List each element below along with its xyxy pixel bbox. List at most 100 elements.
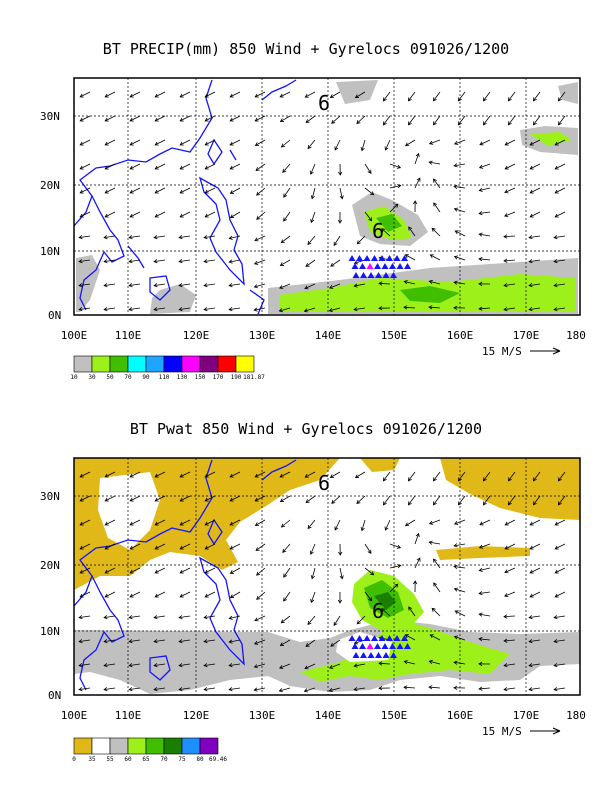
- wind-arrow-head: [153, 283, 158, 288]
- wind-arrow: [304, 687, 316, 692]
- wind-arrow-head: [503, 614, 508, 619]
- wind-arrow: [430, 254, 441, 261]
- wind-arrow: [104, 519, 116, 526]
- wind-arrow-head: [203, 235, 208, 240]
- wind-arrow: [179, 211, 191, 218]
- wind-arrow: [79, 139, 91, 146]
- wind-arrow-head: [103, 639, 108, 644]
- wind-arrow: [179, 259, 191, 263]
- pwat-area-white: [98, 472, 160, 550]
- wind-arrow-head: [104, 213, 109, 218]
- wind-arrow: [281, 139, 291, 148]
- wind-arrow-head: [179, 165, 184, 170]
- wind-arrow-head: [554, 165, 559, 170]
- wind-arrow-head: [229, 93, 234, 98]
- lon-label: 150E: [381, 709, 408, 722]
- legend-label: 80: [196, 756, 204, 763]
- wind-arrow: [129, 591, 141, 598]
- wind-arrow: [329, 283, 341, 289]
- wind-arrow-head: [129, 497, 134, 502]
- wind-arrow-head: [79, 593, 84, 598]
- wind-arrow: [403, 306, 416, 309]
- wind-arrow: [154, 115, 166, 122]
- wind-arrow-head: [78, 639, 83, 644]
- wind-arrow: [229, 663, 241, 667]
- wind-arrow-head: [453, 280, 458, 285]
- lon-label: 130E: [249, 709, 276, 722]
- wind-arrow: [79, 687, 91, 691]
- wind-arrow-head: [554, 213, 559, 218]
- wind-arrow-head: [503, 258, 508, 263]
- wind-arrow: [104, 91, 116, 98]
- wind-arrow: [154, 567, 166, 574]
- wind-arrow-head: [479, 521, 484, 526]
- wind-arrow-head: [279, 498, 285, 502]
- legend-swatch: [73, 355, 93, 373]
- wind-arrow-head: [154, 189, 159, 194]
- wind-arrow: [129, 235, 141, 239]
- wind-arrow: [331, 495, 341, 504]
- wind-arrow: [429, 139, 441, 145]
- wind-arrow-head: [154, 545, 159, 550]
- wind-arrow: [504, 663, 516, 666]
- wind-arrow: [454, 281, 466, 285]
- wind-arrow: [508, 471, 516, 482]
- wind-arrow: [454, 186, 466, 189]
- wind-arrow: [310, 543, 316, 555]
- wind-arrow-head: [178, 615, 183, 620]
- wind-arrow-head: [79, 569, 84, 574]
- wind-arrow-head: [179, 545, 184, 550]
- wind-arrow-head: [367, 169, 372, 174]
- wind-arrow: [554, 307, 566, 311]
- wind-arrow-head: [329, 285, 334, 289]
- wind-arrow-head: [407, 121, 412, 126]
- gyreloc-triangle: [374, 263, 381, 269]
- wind-arrow-head: [408, 606, 413, 611]
- pwat-color-legend: 0 35 55 60 65 70 75 80 69.46: [72, 737, 227, 763]
- wind-arrow-head: [478, 686, 483, 691]
- wind-arrow-head: [154, 473, 159, 478]
- wind-arrow: [503, 615, 516, 618]
- wind-vector-field: [78, 91, 566, 313]
- wind-arrow: [79, 187, 91, 194]
- wind-arrow-head: [553, 687, 558, 692]
- wind-arrow: [283, 187, 291, 198]
- wind-arrow-head: [378, 686, 383, 691]
- gyreloc-triangle: [386, 635, 393, 641]
- wind-arrow: [129, 139, 141, 146]
- wind-arrow: [479, 258, 491, 261]
- wind-arrow-head: [433, 202, 438, 207]
- wind-arrow-head: [557, 121, 562, 126]
- wind-arrow: [403, 686, 416, 689]
- wind-arrow: [383, 115, 391, 126]
- wind-arrow: [479, 591, 491, 594]
- wind-arrow-head: [178, 663, 183, 668]
- wind-arrow-head: [329, 665, 334, 669]
- wind-arrow-head: [428, 140, 434, 145]
- wind-arrow: [529, 615, 541, 619]
- wind-arrow: [204, 211, 216, 218]
- legend-swatch: [127, 355, 147, 373]
- wind-arrow: [281, 235, 291, 244]
- wind-arrow-head: [254, 117, 259, 122]
- wind-arrow: [79, 591, 91, 598]
- wind-arrow-head: [154, 93, 159, 98]
- wind-arrow: [204, 307, 216, 311]
- wind-arrow-head: [256, 215, 261, 220]
- wind-arrow-head: [103, 663, 108, 668]
- wind-arrow-head: [179, 141, 184, 146]
- wind-arrow-head: [283, 597, 287, 602]
- wind-arrow: [79, 259, 91, 263]
- wind-arrow-head: [397, 564, 402, 569]
- wind-arrow: [307, 139, 316, 149]
- wind-arrow-head: [503, 234, 508, 239]
- wind-arrow: [154, 283, 166, 287]
- wind-arrow: [204, 471, 216, 478]
- wind-arrow-head: [453, 255, 459, 260]
- wind-arrow-head: [229, 521, 234, 526]
- wind-arrow: [79, 307, 91, 311]
- wind-arrow: [483, 495, 491, 506]
- wind-arrow-head: [179, 189, 184, 194]
- wind-arrow: [330, 91, 341, 98]
- wind-arrow: [256, 187, 266, 196]
